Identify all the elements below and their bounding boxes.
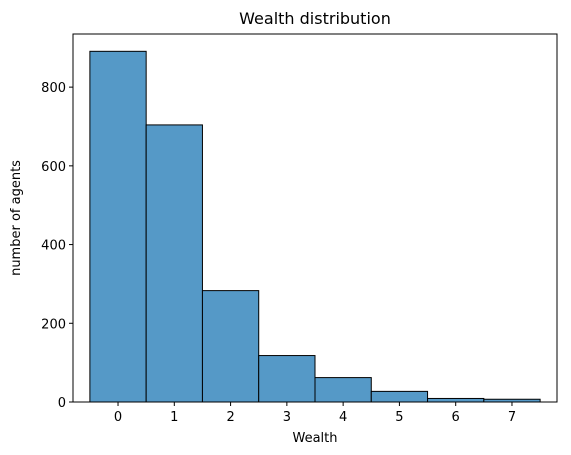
bar-3 bbox=[258, 355, 316, 403]
bar-1 bbox=[145, 124, 203, 403]
x-tick-label: 2 bbox=[226, 410, 234, 425]
x-tick-label: 4 bbox=[339, 410, 347, 425]
x-axis-ticks: 0 1 2 3 4 5 6 7 bbox=[114, 402, 516, 425]
y-tick-label: 200 bbox=[41, 317, 66, 332]
bars-group bbox=[89, 50, 541, 403]
bar-5 bbox=[370, 390, 429, 403]
x-tick-label: 0 bbox=[114, 410, 122, 425]
x-tick-label: 3 bbox=[283, 410, 291, 425]
y-tick-label: 600 bbox=[41, 160, 66, 175]
chart-title: Wealth distribution bbox=[239, 9, 391, 28]
x-tick-label: 6 bbox=[452, 410, 460, 425]
x-axis-label: Wealth bbox=[292, 431, 337, 446]
bar-6 bbox=[427, 397, 485, 403]
y-tick-label: 400 bbox=[41, 239, 66, 254]
x-tick-label: 7 bbox=[508, 410, 516, 425]
x-tick-label: 5 bbox=[395, 410, 403, 425]
bar-4 bbox=[314, 377, 372, 403]
plot-frame bbox=[72, 33, 558, 403]
x-tick-label: 1 bbox=[170, 410, 178, 425]
y-tick-label: 0 bbox=[58, 396, 66, 411]
bar-2 bbox=[201, 290, 260, 403]
y-tick-label: 800 bbox=[41, 81, 66, 96]
y-axis-ticks: 0 200 400 600 800 bbox=[41, 81, 73, 411]
bar-0 bbox=[89, 50, 147, 403]
y-axis-label: number of agents bbox=[9, 160, 24, 276]
